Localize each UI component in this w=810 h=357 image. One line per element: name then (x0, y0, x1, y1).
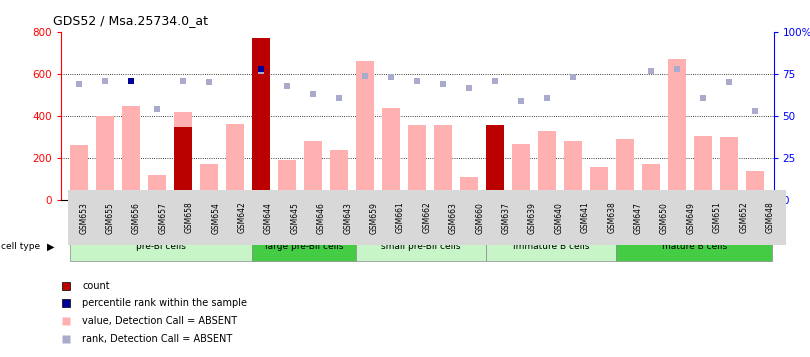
Text: GSM662: GSM662 (423, 202, 432, 233)
Bar (460, 177, 478, 200)
Bar (382, 108, 400, 200)
Text: small pre-BII cells: small pre-BII cells (382, 242, 461, 251)
Text: GSM649: GSM649 (686, 202, 696, 233)
Bar (174, 126, 192, 200)
Text: GSM643: GSM643 (343, 202, 352, 233)
Bar (564, 141, 582, 200)
Bar (304, 141, 322, 200)
Text: GSM640: GSM640 (554, 202, 564, 233)
Bar (486, 125, 505, 200)
Text: GSM645: GSM645 (291, 202, 300, 233)
Bar (252, 39, 271, 200)
Bar (616, 139, 634, 200)
Text: immature B cells: immature B cells (513, 242, 590, 251)
Bar (174, 112, 192, 200)
Text: percentile rank within the sample: percentile rank within the sample (82, 298, 247, 308)
Bar (70, 145, 88, 200)
Bar (330, 150, 348, 200)
Bar (720, 137, 739, 200)
Bar (486, 232, 616, 261)
Text: GSM659: GSM659 (369, 202, 378, 233)
Bar (252, 232, 356, 261)
Bar (616, 232, 772, 261)
Bar (148, 175, 166, 200)
Bar (356, 61, 374, 200)
Text: GSM639: GSM639 (528, 202, 537, 233)
Text: GSM652: GSM652 (740, 202, 748, 233)
Text: large pre-BII cells: large pre-BII cells (265, 242, 343, 251)
Bar (642, 164, 660, 200)
Text: GSM660: GSM660 (475, 202, 484, 233)
Bar (746, 171, 765, 200)
Bar (96, 116, 114, 200)
Text: GSM656: GSM656 (132, 202, 141, 233)
Bar (590, 167, 608, 200)
Text: value, Detection Call = ABSENT: value, Detection Call = ABSENT (82, 316, 237, 326)
Text: GSM647: GSM647 (633, 202, 642, 233)
Bar (434, 125, 452, 200)
Bar (70, 232, 252, 261)
Text: GSM646: GSM646 (317, 202, 326, 233)
Text: GSM644: GSM644 (264, 202, 273, 233)
Text: GSM642: GSM642 (237, 202, 246, 233)
Text: GSM637: GSM637 (501, 202, 510, 233)
Text: rank, Detection Call = ABSENT: rank, Detection Call = ABSENT (82, 334, 232, 344)
Text: GDS52 / Msa.25734.0_at: GDS52 / Msa.25734.0_at (53, 14, 207, 27)
Text: count: count (82, 281, 110, 291)
Bar (252, 39, 271, 200)
Text: GSM657: GSM657 (159, 202, 168, 233)
Text: GSM661: GSM661 (396, 202, 405, 233)
Text: GSM658: GSM658 (185, 202, 194, 233)
Bar (512, 144, 531, 200)
Text: cell type: cell type (1, 242, 40, 251)
Text: ▶: ▶ (47, 241, 54, 251)
Bar (278, 160, 296, 200)
Bar (122, 106, 140, 200)
Bar (694, 136, 713, 200)
Text: mature B cells: mature B cells (662, 242, 727, 251)
Text: GSM655: GSM655 (105, 202, 115, 233)
Text: GSM648: GSM648 (765, 202, 774, 233)
Bar (538, 131, 556, 200)
Text: pre-BI cells: pre-BI cells (136, 242, 185, 251)
Bar (486, 125, 505, 200)
Bar (200, 164, 218, 200)
Text: GSM654: GSM654 (211, 202, 220, 233)
Text: GSM638: GSM638 (608, 202, 616, 233)
Bar (408, 125, 426, 200)
Text: GSM641: GSM641 (581, 202, 590, 233)
Bar (356, 232, 486, 261)
Bar (226, 124, 244, 200)
Text: GSM663: GSM663 (449, 202, 458, 233)
Bar (668, 59, 686, 200)
Text: GSM651: GSM651 (713, 202, 722, 233)
Text: GSM653: GSM653 (79, 202, 88, 233)
Text: GSM650: GSM650 (660, 202, 669, 233)
